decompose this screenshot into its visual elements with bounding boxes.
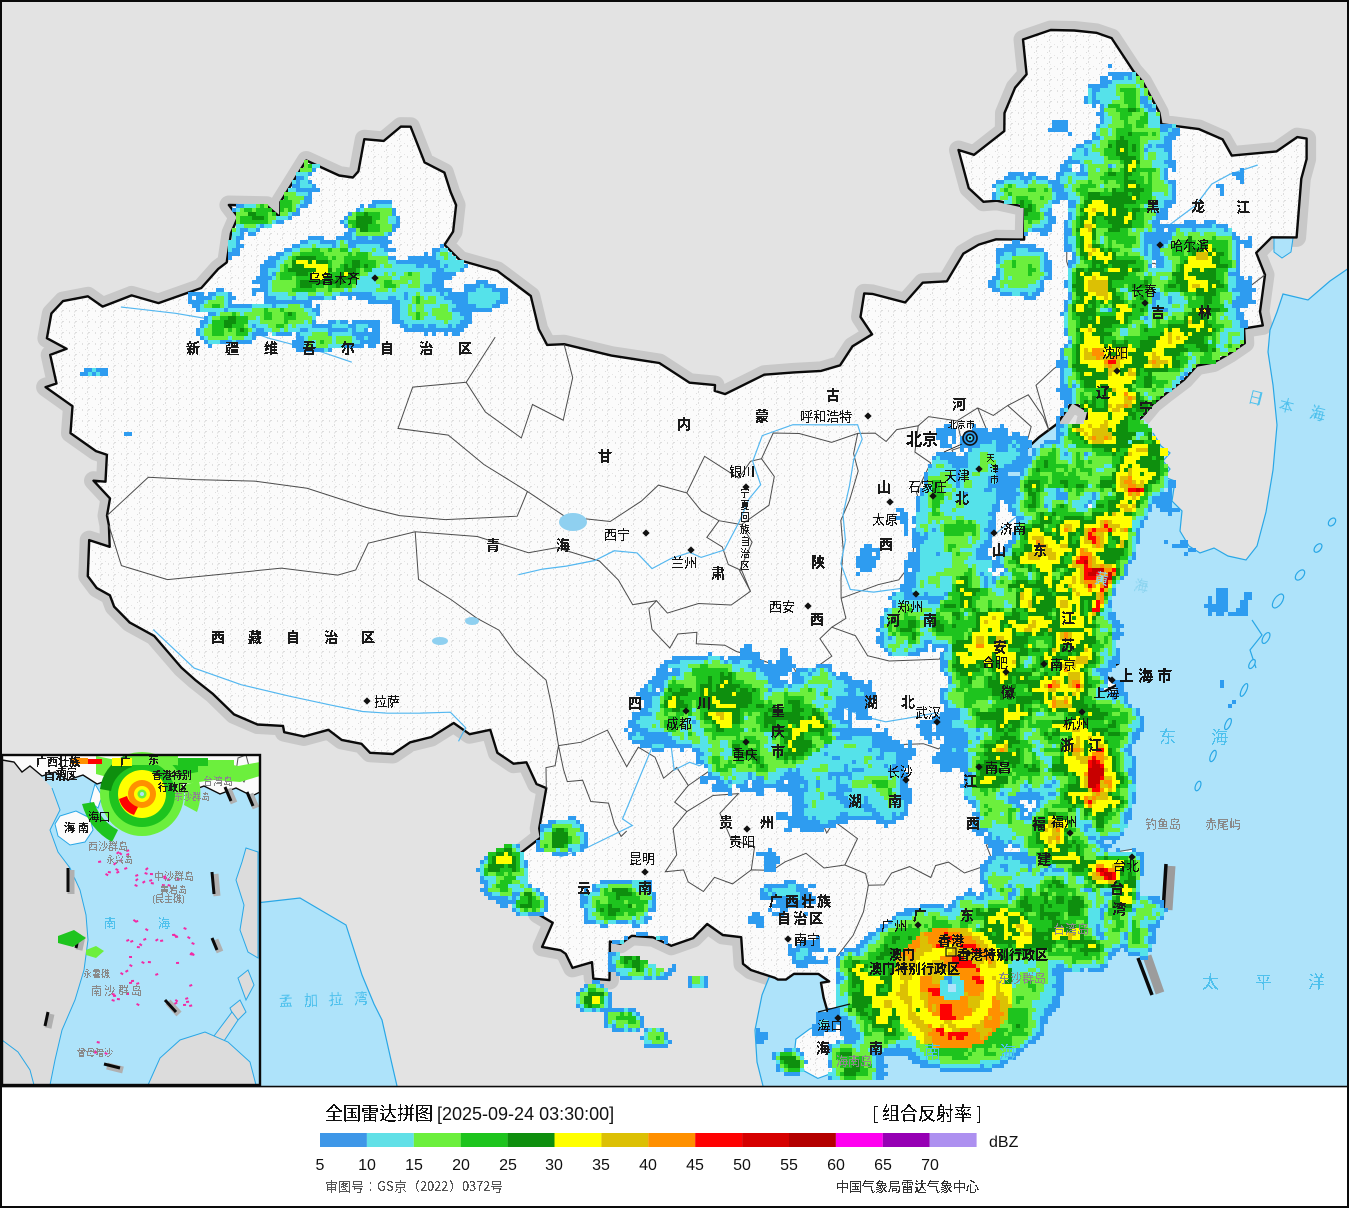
svg-text:70: 70 bbox=[921, 1157, 939, 1174]
svg-text:20: 20 bbox=[452, 1157, 470, 1174]
svg-text:dBZ: dBZ bbox=[989, 1134, 1019, 1151]
svg-text:35: 35 bbox=[592, 1157, 610, 1174]
svg-text:65: 65 bbox=[874, 1157, 892, 1174]
svg-text:55: 55 bbox=[780, 1157, 798, 1174]
svg-text:25: 25 bbox=[499, 1157, 517, 1174]
svg-text:60: 60 bbox=[827, 1157, 845, 1174]
svg-text:50: 50 bbox=[733, 1157, 751, 1174]
svg-text:[2025-09-24 03:30:00]: [2025-09-24 03:30:00] bbox=[437, 1104, 614, 1124]
svg-text:5: 5 bbox=[316, 1157, 325, 1174]
svg-text:45: 45 bbox=[686, 1157, 704, 1174]
svg-text:15: 15 bbox=[405, 1157, 423, 1174]
svg-text:40: 40 bbox=[639, 1157, 657, 1174]
svg-text:10: 10 bbox=[358, 1157, 376, 1174]
svg-text:30: 30 bbox=[545, 1157, 563, 1174]
